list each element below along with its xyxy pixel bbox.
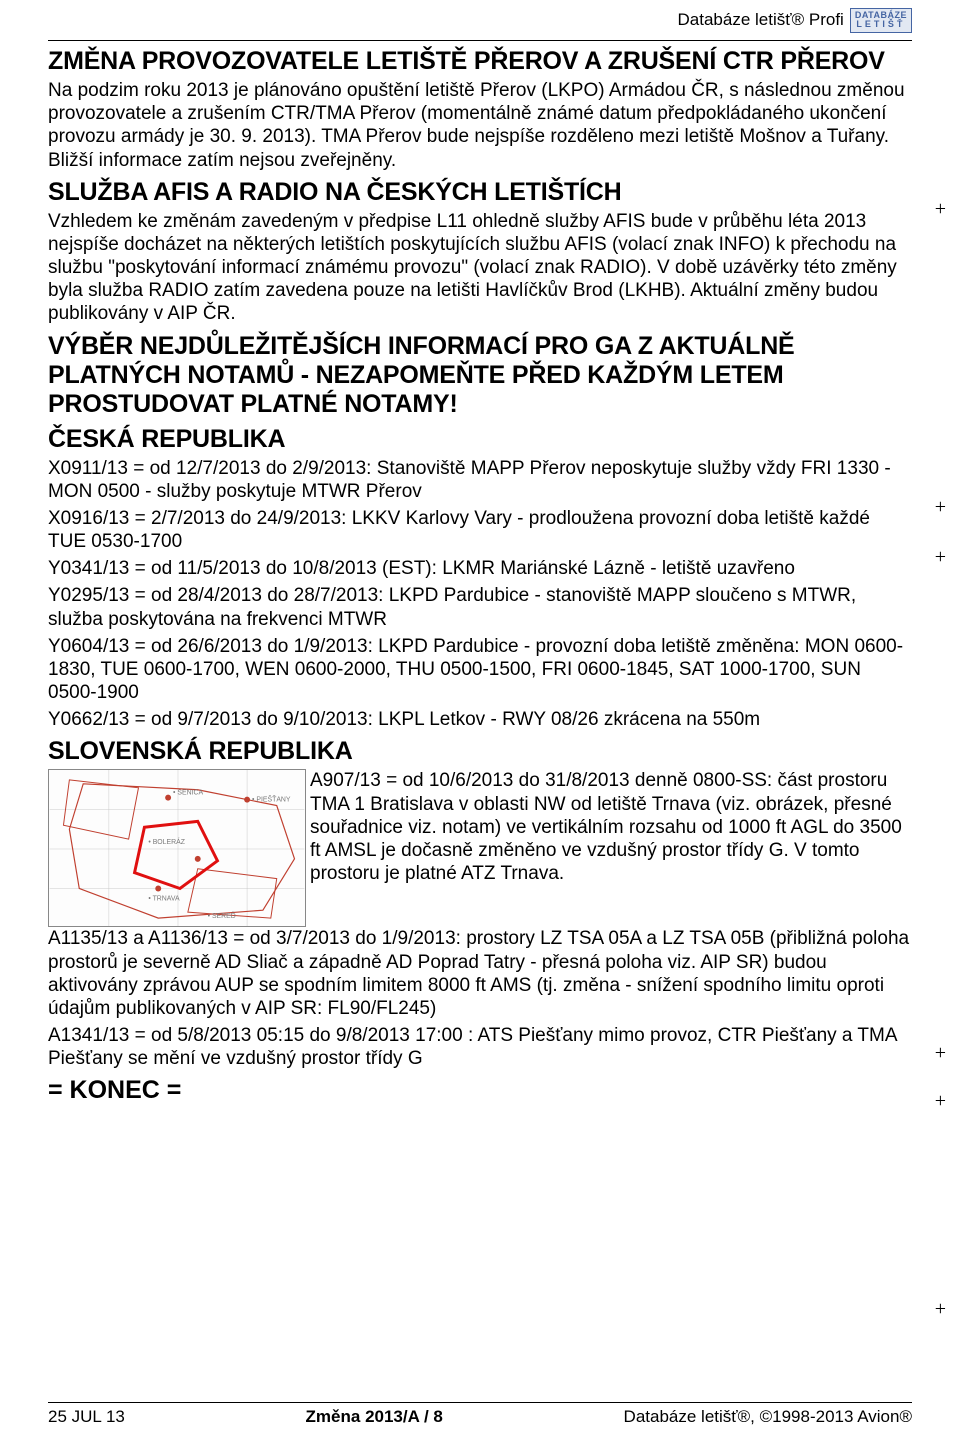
paragraph: Y0604/13 = od 26/6/2013 do 1/9/2013: LKP… (48, 635, 912, 705)
footer-left: 25 JUL 13 (48, 1407, 125, 1427)
margin-mark: + (935, 1298, 946, 1321)
footer: 25 JUL 13 Změna 2013/A / 8 Databáze leti… (48, 1402, 912, 1427)
map-thumbnail: • SENICA • BOLERÁZ • PIEŠŤANY • TRNAVA •… (48, 769, 306, 927)
footer-mid: Změna 2013/A / 8 (306, 1407, 443, 1427)
paragraph: A907/13 = od 10/6/2013 do 31/8/2013 denn… (310, 769, 912, 885)
header-right: Databáze letišť® Profi DATABÁZE LETIŠŤ (678, 8, 912, 33)
footer-right: Databáze letišť®, ©1998-2013 Avion® (624, 1407, 912, 1427)
section-title-sr: SLOVENSKÁ REPUBLIKA (48, 737, 912, 766)
margin-mark: + (935, 496, 946, 519)
brand-badge: DATABÁZE LETIŠŤ (850, 8, 912, 33)
margin-mark: + (935, 1090, 946, 1113)
section-title-notam-heading: VÝBĚR NEJDŮLEŽITĚJŠÍCH INFORMACÍ PRO GA … (48, 332, 912, 419)
section-title-afis: SLUŽBA AFIS A RADIO NA ČESKÝCH LETIŠTÍCH (48, 178, 912, 207)
svg-text:• SEREĎ: • SEREĎ (208, 912, 236, 921)
paragraph: Vzhledem ke změnám zavedeným v předpise … (48, 210, 912, 326)
margin-mark: + (935, 198, 946, 221)
sk-block: • SENICA • BOLERÁZ • PIEŠŤANY • TRNAVA •… (48, 769, 912, 927)
section-title-prerov: ZMĚNA PROVOZOVATELE LETIŠTĚ PŘEROV A ZRU… (48, 47, 912, 76)
badge-line2: LETIŠŤ (856, 19, 905, 29)
paragraph: Y0341/13 = od 11/5/2013 do 10/8/2013 (ES… (48, 557, 912, 580)
paragraph: Na podzim roku 2013 je plánováno opuštěn… (48, 79, 912, 172)
sk-text-wrap: A907/13 = od 10/6/2013 do 31/8/2013 denn… (310, 769, 912, 927)
margin-mark: + (935, 1042, 946, 1065)
svg-text:• SENICA: • SENICA (173, 790, 203, 797)
paragraph: A1341/13 = od 5/8/2013 05:15 do 9/8/2013… (48, 1024, 912, 1070)
paragraph: X0911/13 = od 12/7/2013 do 2/9/2013: Sta… (48, 457, 912, 503)
section-title-cr: ČESKÁ REPUBLIKA (48, 425, 912, 454)
brand-text: Databáze letišť® Profi (678, 10, 844, 30)
paragraph: A1135/13 a A1136/13 = od 3/7/2013 do 1/9… (48, 927, 912, 1020)
margin-mark: + (935, 546, 946, 569)
map-svg: • SENICA • BOLERÁZ • PIEŠŤANY • TRNAVA •… (49, 770, 305, 926)
paragraph: Y0295/13 = od 28/4/2013 do 28/7/2013: LK… (48, 584, 912, 630)
paragraph: Y0662/13 = od 9/7/2013 do 9/10/2013: LKP… (48, 708, 912, 731)
svg-text:• PIEŠŤANY: • PIEŠŤANY (252, 795, 291, 804)
top-rule (48, 40, 912, 41)
konec: = KONEC = (48, 1076, 912, 1105)
svg-text:• BOLERÁZ: • BOLERÁZ (148, 837, 185, 846)
paragraph: X0916/13 = 2/7/2013 do 24/9/2013: LKKV K… (48, 507, 912, 553)
page: Databáze letišť® Profi DATABÁZE LETIŠŤ +… (0, 0, 960, 1441)
svg-text:• TRNAVA: • TRNAVA (148, 896, 180, 903)
